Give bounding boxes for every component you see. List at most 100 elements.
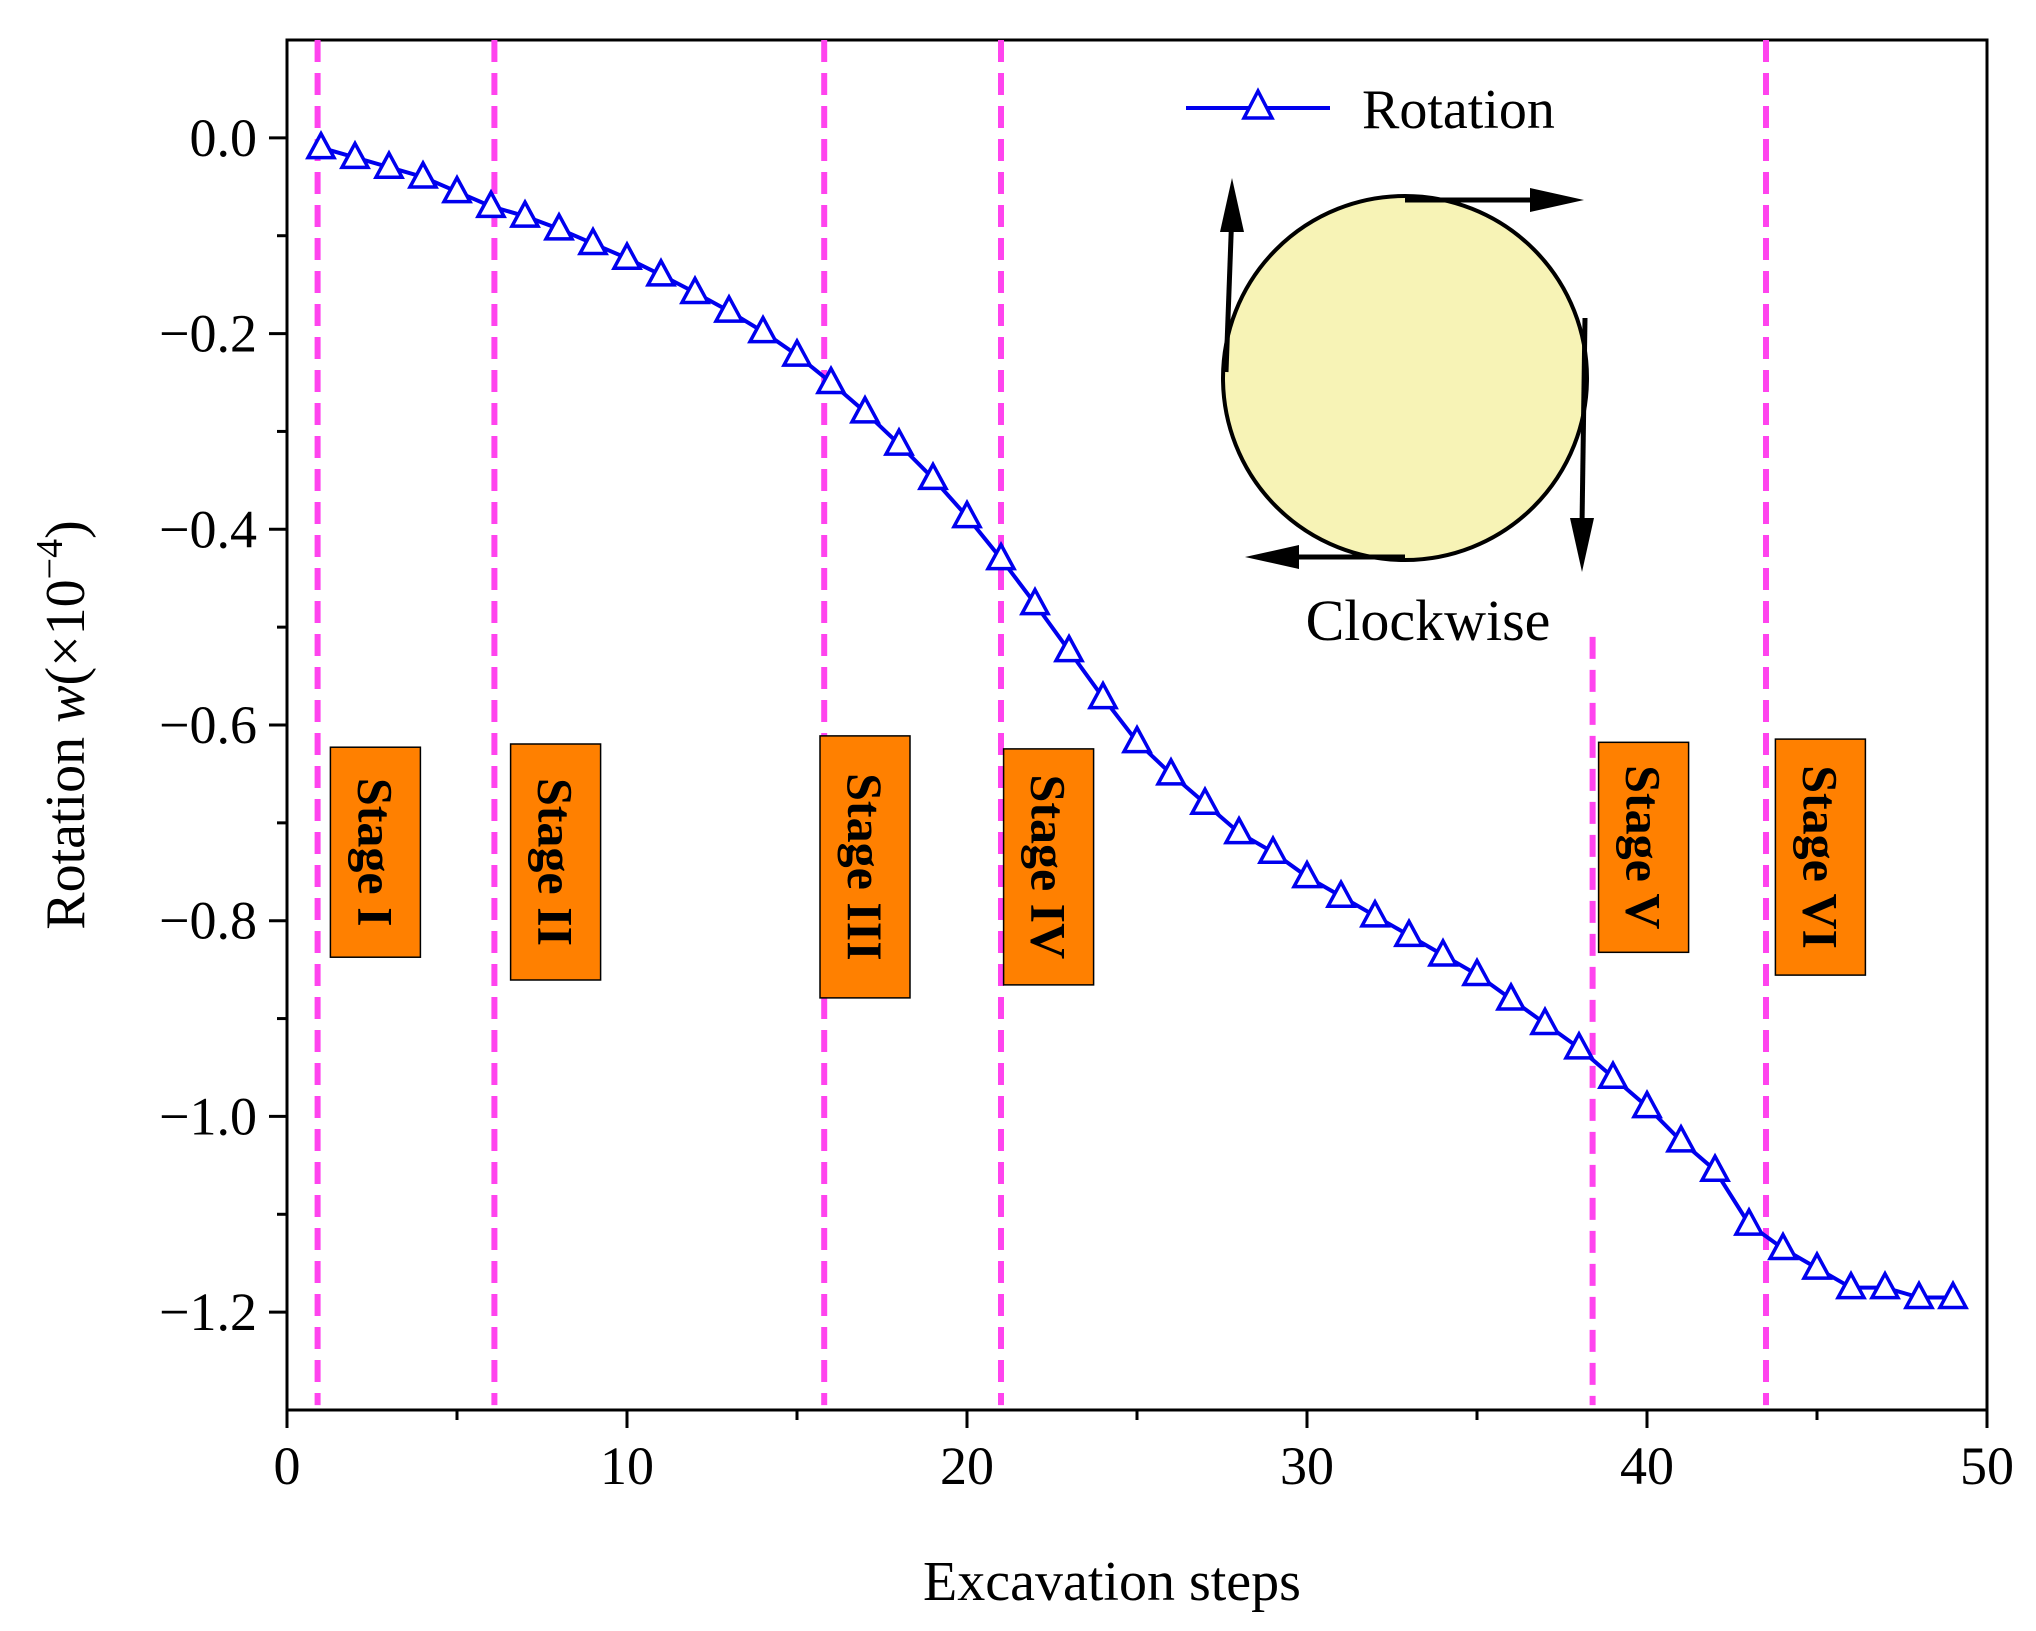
data-point [1835, 1270, 1867, 1300]
y-tick-label: −0.2 [159, 304, 257, 364]
stage-text: Stage III [837, 773, 893, 961]
data-point [577, 225, 609, 256]
data-point [951, 498, 983, 529]
stage-box [1774, 738, 1867, 976]
y-axis-title-var: w [35, 686, 97, 723]
data-point [1121, 723, 1153, 754]
data-point [1087, 679, 1119, 710]
y-tick-label: 0.0 [190, 108, 258, 168]
stage-text: Stage V [1616, 765, 1672, 929]
y-axis-title-close: ) [35, 520, 97, 539]
x-tick-label: 50 [1960, 1436, 2014, 1496]
stage-box [1597, 741, 1690, 954]
arrow-left-bottom-head [1245, 545, 1299, 569]
stage-text: Stage VI [1792, 765, 1848, 949]
y-tick-label: −0.6 [159, 695, 257, 755]
data-point [1665, 1123, 1697, 1153]
x-tick-label: 40 [1620, 1436, 1674, 1496]
data-point [1359, 898, 1391, 928]
data-point [917, 460, 949, 491]
x-tick-label: 30 [1280, 1436, 1334, 1496]
arrow-down-right [1579, 317, 1588, 526]
stage-labels: Stage I Stage II Stage III Stage IV Stage V S… [329, 735, 1867, 999]
arrow-right-top-head [1530, 188, 1584, 212]
y-tick-label: −0.8 [159, 891, 257, 951]
data-point [339, 139, 371, 170]
data-point [1257, 834, 1289, 864]
y-axis-title: Rotation w(×10−4) [29, 520, 97, 930]
data-point [1869, 1270, 1901, 1300]
y-tick-label: −0.4 [159, 499, 257, 559]
y-axis-title-unit: (×10 [35, 579, 97, 685]
data-point [1223, 814, 1255, 845]
data-point [373, 149, 405, 179]
data-point [985, 540, 1017, 571]
stage-box [819, 735, 911, 999]
data-point [1427, 937, 1459, 967]
inset-circle [1221, 194, 1589, 562]
stage-label-5: Stage V [1597, 741, 1690, 954]
stage-box [329, 746, 422, 958]
data-point [1155, 756, 1187, 786]
data-point [1393, 917, 1425, 948]
data-point [1189, 785, 1221, 816]
data-point [713, 293, 745, 323]
stage-text: Stage II [528, 778, 584, 946]
y-axis-title-exponent: −4 [29, 539, 71, 579]
data-point [1631, 1088, 1663, 1119]
data-point [543, 211, 575, 241]
data-point [815, 364, 847, 395]
data-point [849, 394, 881, 424]
data-point [1597, 1059, 1629, 1090]
data-point [1495, 981, 1527, 1011]
inset-label: Clockwise [1306, 588, 1551, 653]
y-axis-title-prefix: Rotation [35, 723, 97, 930]
data-point [1053, 632, 1085, 663]
stage-box [509, 743, 602, 981]
data-point [1733, 1206, 1765, 1236]
x-tick-label: 20 [940, 1436, 994, 1496]
data-point [1767, 1230, 1799, 1261]
x-axis-title: Excavation steps [923, 1551, 1301, 1613]
stage-label-6: Stage VI [1774, 738, 1867, 976]
y-tick-label: −1.0 [159, 1086, 257, 1146]
arrow-up-left-head [1220, 178, 1244, 232]
stage-lines [314, 40, 1769, 1406]
data-point [1801, 1250, 1833, 1280]
data-point [441, 174, 473, 204]
data-point [475, 188, 507, 219]
series-line [320, 145, 1953, 1300]
data-point [1699, 1152, 1731, 1182]
legend: Rotation [1186, 79, 1555, 141]
series-layer [305, 129, 1969, 1310]
stage-text: Stage IV [1021, 775, 1077, 960]
stage-label-1: Stage I [329, 746, 422, 958]
legend-marker [1241, 87, 1275, 120]
stage-text: Stage I [347, 778, 403, 927]
y-tick-label: −1.2 [159, 1282, 257, 1342]
stage-label-3: Stage III [819, 735, 911, 999]
data-point [679, 274, 711, 305]
data-point [407, 159, 439, 189]
x-axis: 0 10 20 30 40 50 [274, 1410, 2014, 1496]
legend-label: Rotation [1362, 79, 1555, 141]
arrow-down-right-head [1570, 518, 1594, 572]
data-point [645, 257, 677, 287]
data-point [747, 313, 779, 344]
data-point [305, 129, 337, 160]
x-tick-label: 10 [600, 1436, 654, 1496]
data-point [1019, 585, 1051, 616]
data-point [883, 426, 915, 456]
data-point [1325, 878, 1357, 908]
data-point [1461, 956, 1493, 987]
data-point [1563, 1030, 1595, 1060]
rotation-inset: Clockwise [1220, 178, 1594, 653]
data-point [1529, 1005, 1561, 1036]
y-axis: 0.0 −0.2 −0.4 −0.6 −0.8 −1.0 −1.2 [159, 108, 287, 1342]
data-point [1903, 1279, 1935, 1310]
stage-box [1002, 748, 1095, 986]
stage-label-2: Stage II [509, 743, 602, 981]
arrow-up-left [1223, 209, 1235, 373]
stage-label-4: Stage IV [1002, 748, 1095, 986]
